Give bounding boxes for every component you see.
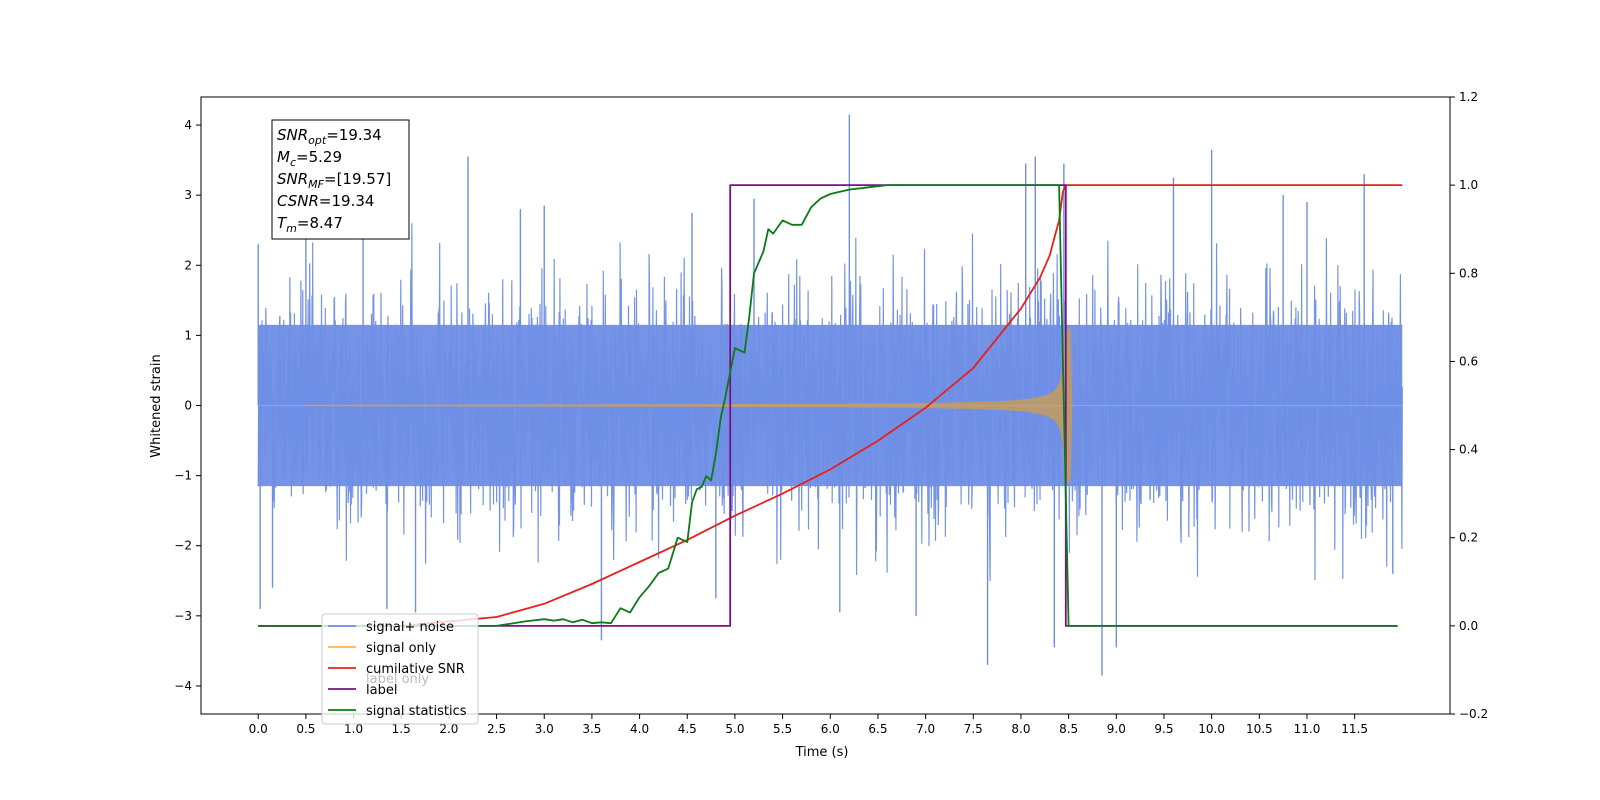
x-tick-label: 1.0	[344, 722, 363, 736]
y-right-tick-label: 1.0	[1459, 178, 1478, 192]
legend-label: signal only	[366, 641, 436, 656]
x-tick-label: 2.5	[487, 722, 506, 736]
x-tick-label: 4.0	[630, 722, 649, 736]
series-signal-statistics	[258, 184, 1398, 627]
x-tick-label: 1.5	[392, 722, 411, 736]
y-left-tick-label: −4	[174, 679, 192, 693]
legend-ghost-label: label only	[366, 672, 429, 687]
stats-line: SNRMF=[19.57]	[277, 170, 391, 191]
stats-line: CSNR=19.34	[277, 192, 374, 210]
stats-line: Mc=5.29	[277, 148, 342, 169]
stats-line: SNRopt=19.34	[277, 126, 382, 147]
x-tick-label: 10.5	[1246, 722, 1273, 736]
x-tick-label: 7.5	[964, 722, 983, 736]
y-right-tick-label: 0.2	[1459, 531, 1478, 545]
y-axis-label: Whitened strain	[149, 354, 164, 457]
legend-label: signal+ noise	[366, 620, 454, 635]
x-tick-label: 8.5	[1059, 722, 1078, 736]
x-tick-label: 0.0	[249, 722, 268, 736]
y-left-tick-label: −3	[174, 609, 192, 623]
x-tick-label: 10.0	[1198, 722, 1225, 736]
x-tick-label: 9.5	[1154, 722, 1173, 736]
x-tick-label: 5.5	[773, 722, 792, 736]
y-left-tick-label: −1	[174, 469, 192, 483]
x-tick-label: 3.5	[582, 722, 601, 736]
y-right-tick-label: 0.8	[1459, 266, 1478, 280]
x-tick-label: 4.5	[678, 722, 697, 736]
y-right-tick-label: −0.2	[1459, 707, 1488, 721]
x-tick-label: 11.5	[1341, 722, 1368, 736]
y-left-tick-label: 1	[184, 328, 192, 342]
y-left-tick-label: 4	[184, 118, 192, 132]
legend[interactable]: label only signal+ noise signal only cumila…	[321, 613, 479, 725]
series-cumilative-snr	[258, 184, 1403, 627]
x-tick-label: 3.0	[535, 722, 554, 736]
axes: 0.0 0.5 1.0 1.5 2.0 2.5 3.0 3.5 4.0 4.5 5.0 5.5 6.0 6…	[174, 90, 1488, 736]
legend-label: cumilative SNR	[366, 662, 465, 677]
y-right-tick-label: 0.0	[1459, 619, 1478, 633]
y-right-tick-label: 0.4	[1459, 443, 1478, 457]
y-left-tick-label: 2	[184, 258, 192, 272]
stats-box: SNRopt=19.34Mc=5.29SNRMF=[19.57]CSNR=19.…	[271, 119, 410, 240]
x-tick-label: 7.0	[916, 722, 935, 736]
x-tick-label: 8.0	[1011, 722, 1030, 736]
legend-label: signal statistics	[366, 704, 467, 719]
stats-line: Tm=8.47	[277, 214, 343, 235]
y-right-tick-label: 0.6	[1459, 354, 1478, 368]
x-tick-label: 6.0	[821, 722, 840, 736]
x-tick-label: 5.0	[725, 722, 744, 736]
x-tick-label: 9.0	[1107, 722, 1126, 736]
x-tick-label: 6.5	[868, 722, 887, 736]
legend-frame	[321, 613, 479, 725]
x-tick-label: 2.0	[439, 722, 458, 736]
plot-area	[257, 114, 1403, 676]
x-tick-label: 0.5	[296, 722, 315, 736]
x-axis-label: Time (s)	[795, 745, 849, 760]
y-left-tick-label: 0	[184, 399, 192, 413]
legend-label: label	[366, 683, 397, 698]
y-left-tick-label: −2	[174, 539, 192, 553]
x-tick-label: 11.0	[1294, 722, 1321, 736]
y-left-tick-label: 3	[184, 188, 192, 202]
y-right-tick-label: 1.2	[1459, 90, 1478, 104]
stats-box-frame	[271, 119, 410, 240]
